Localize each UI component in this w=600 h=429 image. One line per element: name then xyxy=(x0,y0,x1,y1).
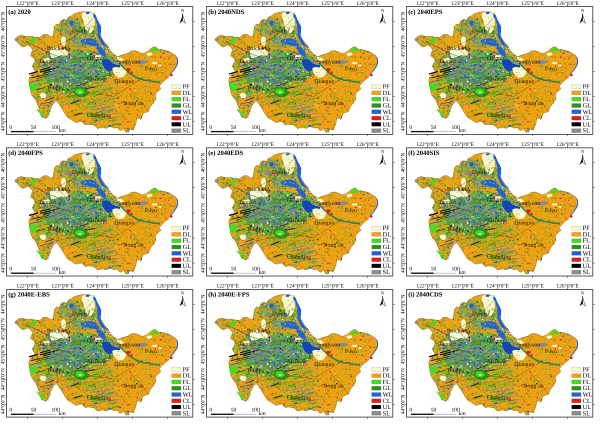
svg-text:(g) 2040E-EBS: (g) 2040E-EBS xyxy=(8,292,50,299)
svg-text:(c) 2040EPS: (c) 2040EPS xyxy=(408,9,443,16)
svg-text:(b) 2040NDS: (b) 2040NDS xyxy=(208,9,244,16)
svg-text:(h) 2040E-FPS: (h) 2040E-FPS xyxy=(208,292,250,299)
svg-text:(f) 2040SIS: (f) 2040SIS xyxy=(408,150,440,157)
svg-text:(d) 2040FPS: (d) 2040FPS xyxy=(8,150,43,157)
svg-text:(e) 2040EDS: (e) 2040EDS xyxy=(208,150,243,157)
svg-text:(a) 2020: (a) 2020 xyxy=(8,9,31,16)
svg-text:(i) 2040CDS: (i) 2040CDS xyxy=(408,292,443,299)
